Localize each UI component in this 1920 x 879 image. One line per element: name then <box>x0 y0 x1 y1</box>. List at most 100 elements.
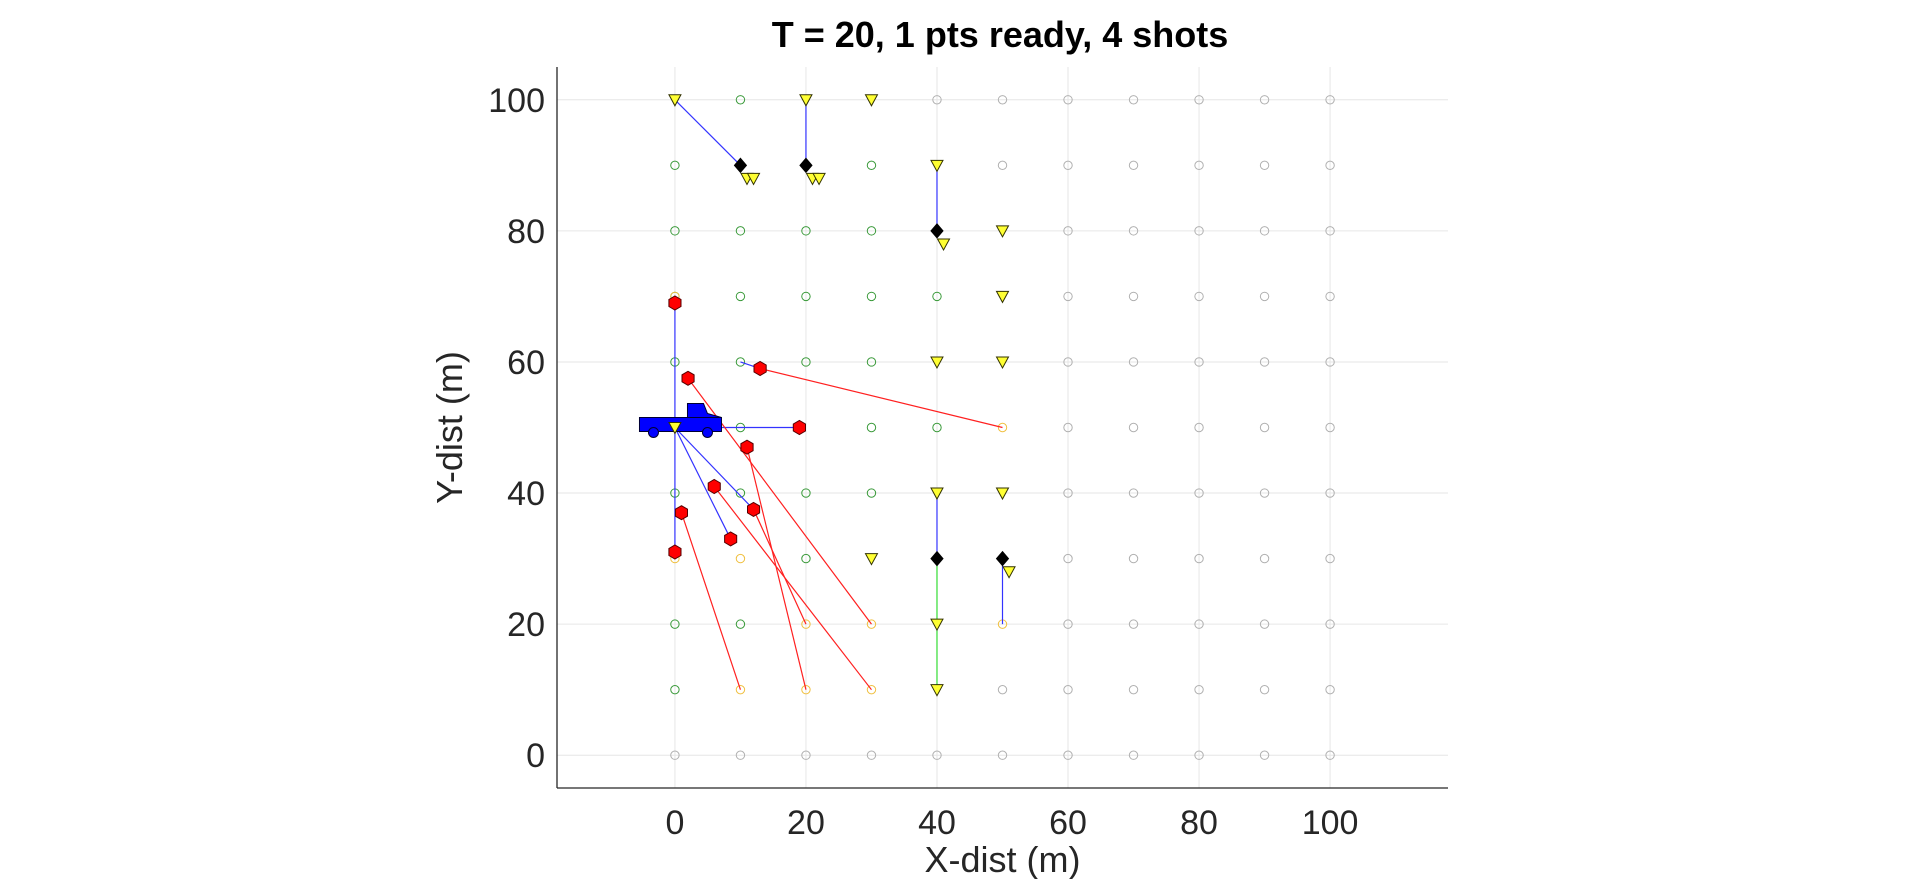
grid-point-green <box>735 291 746 302</box>
truck-marker <box>638 403 722 438</box>
y-tick-label: 60 <box>507 344 545 382</box>
yellow-marker <box>995 487 1010 501</box>
yellow-marker <box>668 422 682 435</box>
grid-point-gray <box>1128 422 1139 433</box>
grid-point-gray <box>1325 684 1335 695</box>
grid-point-orange <box>997 422 1008 433</box>
x-tick-label: 80 <box>1180 804 1218 842</box>
grid-point-green <box>670 160 680 171</box>
grid-point-gray <box>997 684 1008 695</box>
grid-point-gray <box>1194 553 1204 564</box>
blue-line <box>674 427 754 510</box>
grid-point-gray <box>1194 226 1204 236</box>
grid-point-gray <box>1063 488 1073 498</box>
grid-point-gray <box>1128 750 1139 760</box>
grid-point-green <box>735 357 746 367</box>
grid-point-orange <box>735 684 746 695</box>
red-marker <box>668 295 682 311</box>
grid-point-gray <box>1063 226 1073 236</box>
red-marker <box>740 439 754 455</box>
red-line <box>752 509 807 625</box>
grid-point-green <box>866 422 877 433</box>
grid-point-gray <box>1194 95 1204 105</box>
red-line <box>713 486 872 691</box>
truck-wheel <box>701 427 713 438</box>
grid-point-gray <box>1259 160 1270 171</box>
red-marker <box>668 544 682 560</box>
yellow-marker <box>1002 566 1016 579</box>
grid-point-green <box>866 488 877 498</box>
grid-point-gray <box>1063 95 1073 105</box>
truck-wheel <box>647 427 659 438</box>
grid-point-gray <box>1194 684 1204 695</box>
black-diamond-marker <box>930 223 944 239</box>
grid-point-gray <box>1259 488 1270 498</box>
grid-point-gray <box>1259 226 1270 236</box>
grid-point-green <box>866 291 877 302</box>
red-line <box>759 367 1003 429</box>
y-tick-label: 0 <box>526 737 545 775</box>
grid-point-gray <box>801 750 811 760</box>
red-marker <box>707 478 721 495</box>
red-marker <box>724 531 738 547</box>
black-diamond-marker <box>930 550 944 567</box>
grid-point-gray <box>1194 750 1204 760</box>
grid-point-gray <box>1063 619 1073 629</box>
chart-title: T = 20, 1 pts ready, 4 shots <box>771 14 1229 55</box>
yellow-marker <box>930 487 944 501</box>
grid-point-gray <box>1194 160 1204 171</box>
grid-point-gray <box>997 95 1008 105</box>
y-tick-label: 80 <box>507 213 545 251</box>
grid-point-gray <box>1259 357 1270 367</box>
grid-point-gray <box>932 750 942 760</box>
markers <box>638 94 1016 697</box>
yellow-marker <box>995 225 1010 238</box>
tick-labels: 0 20 40 60 80 100 0 20 40 60 80 100 <box>488 82 1358 842</box>
grid-point-green <box>801 488 811 498</box>
grid-point-gray <box>1259 422 1270 433</box>
red-line <box>746 447 807 690</box>
grid-point-gray <box>1325 488 1335 498</box>
yellow-marker <box>930 159 944 173</box>
yellow-marker <box>864 94 879 107</box>
yellow-marker <box>746 172 761 186</box>
grid-point-gray <box>1063 684 1073 695</box>
grid-point-green <box>866 160 877 171</box>
grid-point-gray <box>1063 422 1073 433</box>
grid-point-orange <box>866 684 877 695</box>
red-marker <box>681 370 695 386</box>
grid-point-green <box>866 226 877 236</box>
grid-point-green <box>735 488 746 498</box>
grid-point-gray <box>1325 619 1335 629</box>
grid-point-green <box>735 95 746 105</box>
grid-point-gray <box>1259 95 1270 105</box>
grid-point-gray <box>866 750 877 760</box>
grid-point-orange <box>801 684 811 695</box>
grid-point-gray <box>735 750 746 760</box>
x-tick-label: 40 <box>918 804 956 842</box>
x-axis-label: X-dist (m) <box>925 839 1081 879</box>
yellow-marker <box>930 684 944 697</box>
grid-point-gray <box>1325 422 1335 433</box>
red-line <box>680 512 742 690</box>
truck-cab <box>686 403 722 418</box>
grid-point-gray <box>1128 553 1139 564</box>
black-diamond-marker <box>995 550 1010 567</box>
grid-point-gray <box>1259 684 1270 695</box>
grid-point-green <box>801 226 811 236</box>
blue-line <box>674 427 732 540</box>
grid-point-gray <box>1128 619 1139 629</box>
x-tick-label: 60 <box>1049 804 1087 842</box>
yellow-marker <box>864 553 879 566</box>
grid-point-gray <box>1063 291 1073 302</box>
grid-point-gray <box>1194 619 1204 629</box>
grid-point-gray <box>1063 553 1073 564</box>
grid-point-gray <box>1259 750 1270 760</box>
grid-point-gray <box>1325 357 1335 367</box>
grid-point-green <box>801 357 811 367</box>
grid-point-gray <box>670 750 680 760</box>
grid-point-green <box>670 619 680 629</box>
yellow-marker <box>668 94 682 107</box>
y-axis-label: Y-dist (m) <box>429 351 470 504</box>
grid-point-gray <box>1194 488 1204 498</box>
